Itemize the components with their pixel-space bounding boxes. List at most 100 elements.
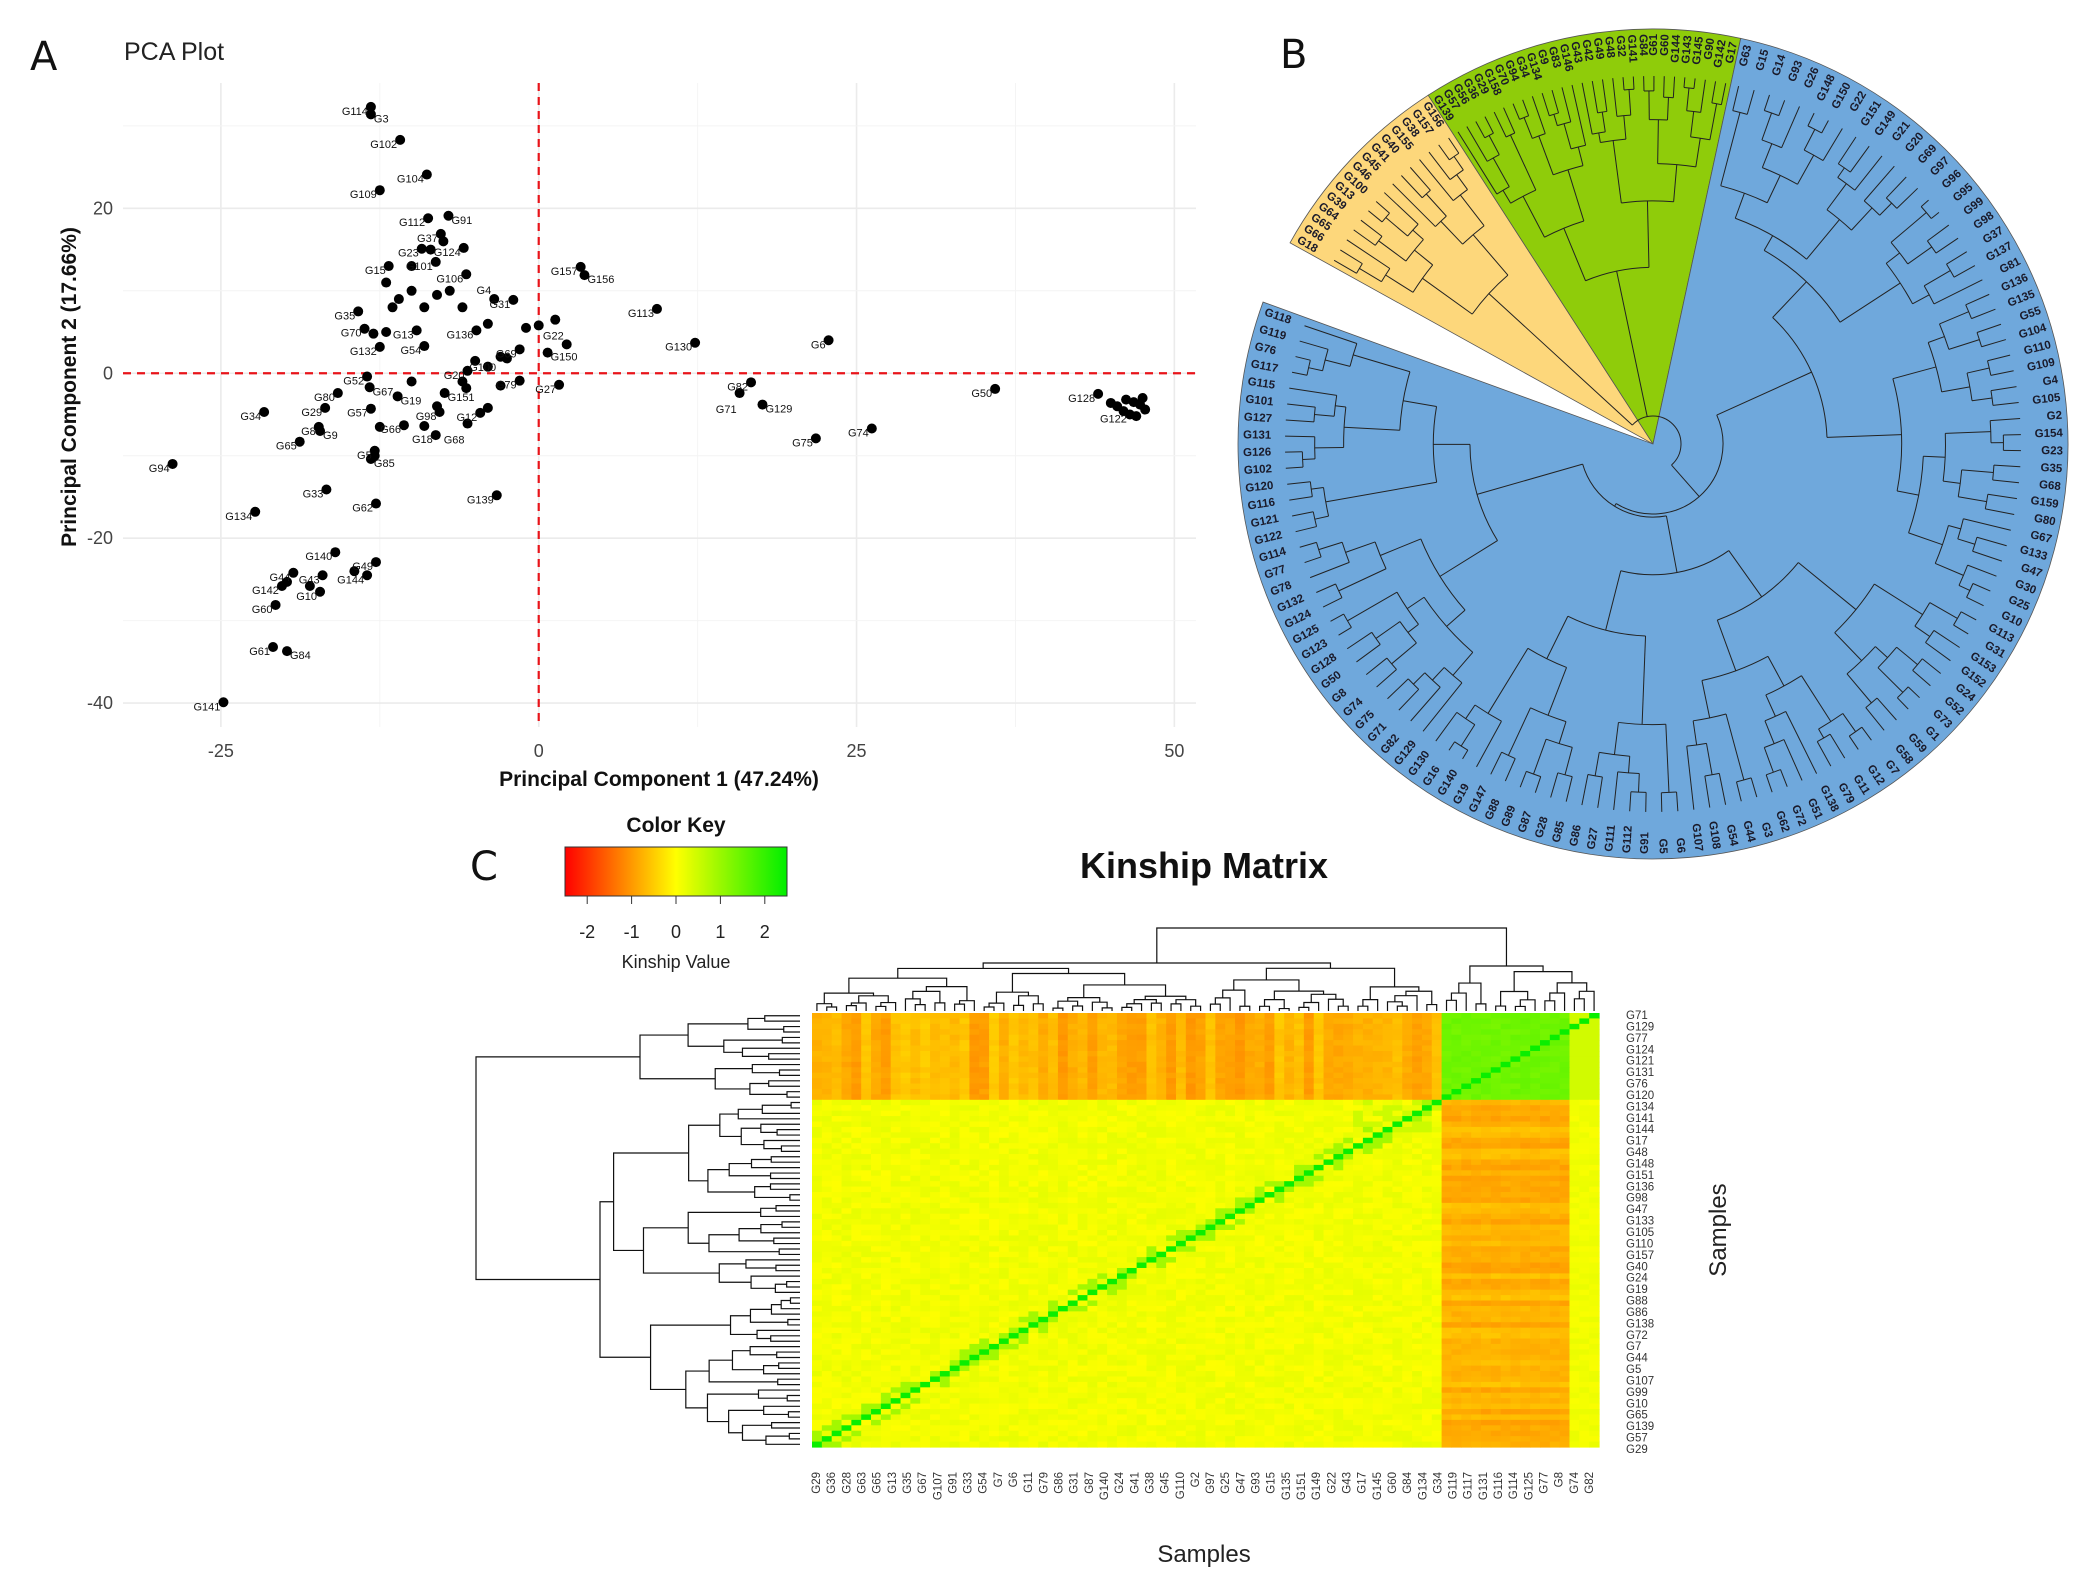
heatmap-cell xyxy=(1225,1105,1236,1112)
heatmap-cell xyxy=(1431,1170,1443,1177)
heatmap-cell xyxy=(1097,1164,1108,1171)
heatmap-cell xyxy=(1480,1235,1492,1242)
heatmap-cell xyxy=(1549,1072,1561,1079)
heatmap-cell xyxy=(1284,1181,1295,1188)
heatmap-cell xyxy=(1156,1126,1167,1133)
heatmap-cell xyxy=(831,1186,843,1193)
heatmap-cell xyxy=(1333,1262,1344,1269)
heatmap-cell xyxy=(920,1192,931,1199)
heatmap-cell xyxy=(1225,1164,1236,1171)
heatmap-cell xyxy=(1559,1197,1571,1204)
heatmap-cell xyxy=(1057,1126,1069,1133)
dendrogram-branches xyxy=(1285,75,2021,812)
heatmap-cell xyxy=(959,1246,970,1253)
heatmap-cell xyxy=(1431,1267,1443,1274)
heatmap-cell xyxy=(939,1148,951,1155)
heatmap-cell xyxy=(1362,1034,1374,1041)
heatmap-cell xyxy=(1372,1099,1384,1106)
heatmap-cell xyxy=(979,1088,990,1095)
heatmap-cell xyxy=(1264,1202,1275,1209)
heatmap-cell xyxy=(1353,1246,1364,1253)
heatmap-cell xyxy=(1215,1154,1226,1161)
branch-radial xyxy=(1398,688,1420,711)
heatmap-cell xyxy=(1166,1235,1177,1242)
heatmap-cell xyxy=(1274,1186,1285,1193)
heatmap-cell xyxy=(841,1094,852,1101)
heatmap-cell xyxy=(1244,1284,1256,1291)
branch-radial xyxy=(1534,776,1542,793)
heatmap-cell xyxy=(861,1121,872,1128)
heatmap-cell xyxy=(1195,1013,1207,1020)
heatmap-cell xyxy=(1205,1262,1216,1269)
heatmap-cell xyxy=(969,1273,980,1280)
heatmap-cell xyxy=(821,1159,833,1166)
heatmap-cell xyxy=(1353,1056,1364,1063)
heatmap-cell xyxy=(930,1116,941,1123)
heatmap-cell xyxy=(1372,1045,1384,1052)
heatmap-cell xyxy=(1077,1219,1089,1226)
branch-radial xyxy=(1692,720,1698,745)
heatmap-cell xyxy=(1382,1186,1394,1193)
heatmap-cell xyxy=(1500,1154,1512,1161)
heatmap-cell xyxy=(1559,1251,1571,1258)
heatmap-cell xyxy=(1264,1088,1275,1095)
branch-radial xyxy=(1565,776,1573,802)
heatmap-cell xyxy=(831,1267,843,1274)
heatmap-cell xyxy=(910,1094,921,1101)
heatmap-cell xyxy=(1569,1078,1580,1085)
heatmap-cell xyxy=(890,1126,902,1133)
heatmap-cell xyxy=(1195,1257,1207,1264)
heatmap-cell xyxy=(1185,1013,1197,1020)
heatmap-cell xyxy=(1323,1235,1334,1242)
heatmap-cell xyxy=(949,1137,961,1144)
heatmap-cell xyxy=(900,1246,911,1253)
heatmap-cell xyxy=(1195,1289,1207,1296)
heatmap-cell xyxy=(1549,1202,1561,1209)
heatmap-cell xyxy=(1156,1067,1167,1074)
heatmap-cell xyxy=(1254,1235,1266,1242)
branch-radial xyxy=(1581,774,1589,806)
heatmap-cell xyxy=(979,1023,990,1030)
branch-arc xyxy=(1333,395,1338,417)
heatmap-cell xyxy=(1067,1045,1079,1052)
heatmap-cell xyxy=(989,1202,1000,1209)
heatmap-cell xyxy=(831,1257,843,1264)
heatmap-cell xyxy=(1323,1013,1334,1020)
heatmap-cell xyxy=(1559,1186,1571,1193)
heatmap-cell xyxy=(979,1197,990,1204)
leaf-label: G145 xyxy=(1691,35,1706,65)
heatmap-cell xyxy=(871,1105,882,1112)
heatmap-cell xyxy=(1353,1105,1364,1112)
heatmap-cell xyxy=(1077,1061,1089,1068)
heatmap-cell xyxy=(1313,1278,1325,1285)
heatmap-cell xyxy=(1579,1056,1590,1063)
heatmap-cell xyxy=(841,1126,852,1133)
heatmap-cell xyxy=(949,1159,961,1166)
heatmap-cell xyxy=(998,1257,1010,1264)
heatmap-cell xyxy=(920,1083,931,1090)
heatmap-cell xyxy=(1057,1246,1069,1253)
heatmap-cell xyxy=(1077,1186,1089,1193)
heatmap-cell xyxy=(949,1045,961,1052)
heatmap-cell xyxy=(1087,1186,1098,1193)
heatmap-cell xyxy=(1264,1072,1275,1079)
heatmap-cell xyxy=(939,1208,951,1215)
heatmap-cell xyxy=(1008,1208,1020,1215)
branch-arc xyxy=(1570,144,1586,150)
heatmap-cell xyxy=(1008,1284,1020,1291)
heatmap-cell xyxy=(1284,1061,1295,1068)
heatmap-cell xyxy=(1274,1235,1285,1242)
heatmap-cell xyxy=(1323,1246,1334,1253)
heatmap-cell xyxy=(1421,1224,1433,1231)
pca-point xyxy=(823,335,834,346)
heatmap-cell xyxy=(1353,1083,1364,1090)
heatmap-cell xyxy=(939,1072,951,1079)
branch-radial xyxy=(1705,743,1713,775)
heatmap-cell xyxy=(812,1230,823,1237)
heatmap-cell xyxy=(1539,1181,1551,1188)
heatmap-cell xyxy=(1195,1197,1207,1204)
heatmap-cell xyxy=(1284,1246,1295,1253)
heatmap-cell xyxy=(861,1110,872,1117)
heatmap-cell xyxy=(1107,1154,1118,1161)
heatmap-cell xyxy=(1008,1267,1020,1274)
